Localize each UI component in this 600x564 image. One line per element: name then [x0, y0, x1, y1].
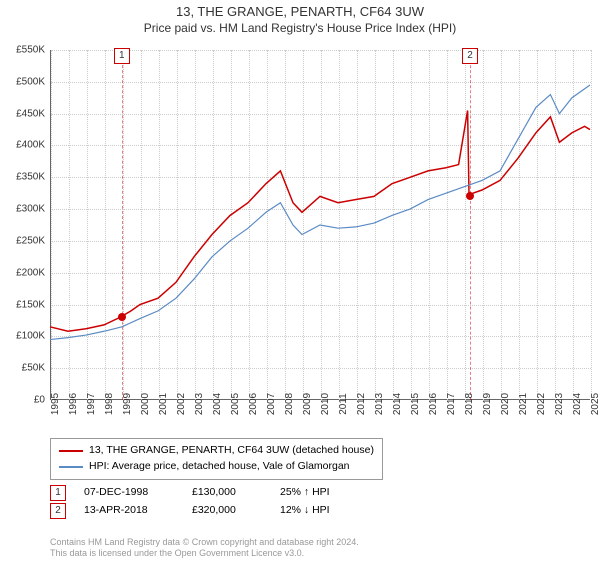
xtick-label: 2006	[248, 393, 259, 415]
xtick-label: 1997	[86, 393, 97, 415]
xtick-label: 2017	[446, 393, 457, 415]
xtick-label: 2000	[140, 393, 151, 415]
sales-table: 1 07-DEC-1998 £130,000 25% ↑ HPI 2 13-APR-201…	[50, 484, 370, 520]
line-layer	[50, 50, 590, 400]
xtick-label: 2012	[356, 393, 367, 415]
chart-area: 12 £0£50K£100K£150K£200K£250K£300K£350K£…	[50, 50, 590, 400]
xtick-label: 2009	[302, 393, 313, 415]
chart-subtitle: Price paid vs. HM Land Registry's House …	[0, 21, 600, 35]
xtick-label: 2014	[392, 393, 403, 415]
ytick-label: £150K	[0, 299, 45, 310]
footer-line2: This data is licensed under the Open Gov…	[50, 548, 359, 560]
series-hpi	[50, 85, 590, 340]
ytick-label: £500K	[0, 76, 45, 87]
xtick-label: 2010	[320, 393, 331, 415]
xtick-label: 2002	[176, 393, 187, 415]
xtick-label: 2025	[590, 393, 600, 415]
legend-item: 13, THE GRANGE, PENARTH, CF64 3UW (detac…	[59, 443, 374, 459]
xtick-label: 2021	[518, 393, 529, 415]
xtick-label: 2007	[266, 393, 277, 415]
xtick-label: 2016	[428, 393, 439, 415]
sale-date: 07-DEC-1998	[84, 484, 174, 502]
footer-attribution: Contains HM Land Registry data © Crown c…	[50, 537, 359, 560]
sale-row-badge: 1	[50, 485, 66, 501]
xtick-label: 2005	[230, 393, 241, 415]
chart-container: 13, THE GRANGE, PENARTH, CF64 3UW Price …	[0, 4, 600, 564]
xtick-label: 1996	[68, 393, 79, 415]
gridline-vertical	[591, 50, 592, 400]
xtick-label: 1999	[122, 393, 133, 415]
ytick-label: £50K	[0, 363, 45, 374]
sale-price: £320,000	[192, 502, 262, 520]
ytick-label: £100K	[0, 331, 45, 342]
legend-swatch	[59, 466, 83, 468]
series-price_paid	[50, 110, 590, 331]
chart-title: 13, THE GRANGE, PENARTH, CF64 3UW	[0, 4, 600, 19]
sale-delta: 25% ↑ HPI	[280, 484, 370, 502]
xtick-label: 1998	[104, 393, 115, 415]
sale-row-badge: 2	[50, 503, 66, 519]
sale-date: 13-APR-2018	[84, 502, 174, 520]
ytick-label: £0	[0, 395, 45, 406]
legend-box: 13, THE GRANGE, PENARTH, CF64 3UW (detac…	[50, 438, 383, 480]
xtick-label: 2008	[284, 393, 295, 415]
xtick-label: 1995	[50, 393, 61, 415]
legend-item: HPI: Average price, detached house, Vale…	[59, 459, 374, 475]
sale-row: 1 07-DEC-1998 £130,000 25% ↑ HPI	[50, 484, 370, 502]
xtick-label: 2011	[338, 393, 349, 415]
ytick-label: £350K	[0, 172, 45, 183]
xtick-label: 2019	[482, 393, 493, 415]
xtick-label: 2018	[464, 393, 475, 415]
ytick-label: £200K	[0, 267, 45, 278]
xtick-label: 2013	[374, 393, 385, 415]
legend-swatch	[59, 450, 83, 452]
sale-price: £130,000	[192, 484, 262, 502]
xtick-label: 2024	[572, 393, 583, 415]
ytick-label: £450K	[0, 108, 45, 119]
ytick-label: £400K	[0, 140, 45, 151]
xtick-label: 2001	[158, 393, 169, 415]
xtick-label: 2020	[500, 393, 511, 415]
legend-label: HPI: Average price, detached house, Vale…	[89, 459, 350, 475]
ytick-label: £300K	[0, 204, 45, 215]
xtick-label: 2003	[194, 393, 205, 415]
footer-line1: Contains HM Land Registry data © Crown c…	[50, 537, 359, 549]
xtick-label: 2023	[554, 393, 565, 415]
xtick-label: 2015	[410, 393, 421, 415]
sale-row: 2 13-APR-2018 £320,000 12% ↓ HPI	[50, 502, 370, 520]
ytick-label: £250K	[0, 235, 45, 246]
sale-delta: 12% ↓ HPI	[280, 502, 370, 520]
legend-label: 13, THE GRANGE, PENARTH, CF64 3UW (detac…	[89, 443, 374, 459]
ytick-label: £550K	[0, 45, 45, 56]
xtick-label: 2004	[212, 393, 223, 415]
xtick-label: 2022	[536, 393, 547, 415]
